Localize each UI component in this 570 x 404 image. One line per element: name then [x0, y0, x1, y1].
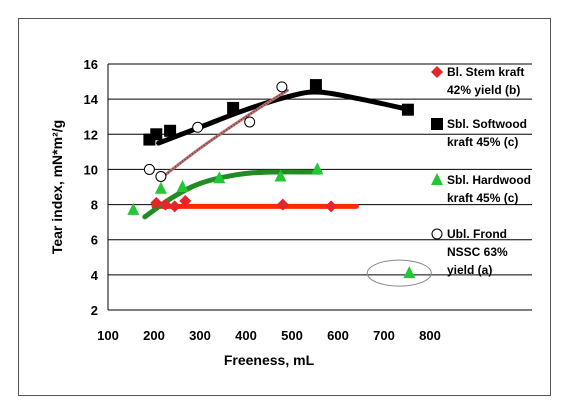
y-tick-label: 10	[84, 162, 98, 177]
data-point-series-3	[244, 116, 256, 128]
y-tick-label: 4	[91, 268, 99, 283]
data-point-series-2	[213, 171, 226, 184]
data-point-series-0	[276, 198, 289, 211]
legend-label: kraft 45% (c)	[447, 135, 518, 149]
x-axis-title: Freeness, mL	[224, 352, 315, 368]
data-point-series-2	[176, 180, 189, 192]
data-point-series-3	[143, 163, 155, 175]
data-point-series-1	[164, 124, 177, 137]
legend-marker-series-0	[431, 66, 443, 78]
x-tick-label: 200	[143, 328, 165, 343]
data-point-series-2	[127, 202, 140, 215]
x-tick-label: 300	[189, 328, 211, 343]
legend-label: Sbl. Hardwood	[447, 173, 531, 187]
y-axis-title: Tear index, mN*m²/g	[49, 120, 65, 254]
data-point-series-0	[150, 196, 163, 209]
data-point-series-0	[325, 200, 338, 213]
x-tick-label: 600	[327, 328, 349, 343]
data-point-series-2	[311, 162, 324, 175]
y-tick-label: 8	[91, 198, 98, 213]
data-point-series-1	[401, 103, 414, 116]
legend-label: NSSC 63%	[447, 245, 508, 259]
data-point-series-2	[154, 181, 167, 194]
legend-marker-series-1	[431, 118, 443, 130]
y-tick-label: 14	[84, 92, 99, 107]
x-tick-label: 800	[419, 328, 441, 343]
fit-line-dotted-series-3	[158, 89, 288, 181]
data-point-series-1	[150, 128, 163, 141]
data-point-series-1	[227, 101, 240, 114]
data-point-series-2	[274, 169, 287, 182]
fit-line-series-2	[142, 169, 323, 220]
legend-label: Ubl. Frond	[447, 227, 507, 241]
legend-marker-series-2	[431, 173, 443, 185]
y-tick-label: 16	[84, 57, 98, 72]
data-point-series-2	[403, 266, 416, 279]
y-tick-label: 6	[91, 233, 98, 248]
annotation-ellipse	[366, 259, 432, 287]
data-point-series-0	[168, 200, 181, 213]
y-tick-label: 12	[84, 127, 98, 142]
legend-label: Sbl. Softwood	[447, 117, 527, 131]
y-tick-label: 2	[91, 303, 98, 318]
x-tick-label: 400	[235, 328, 257, 343]
x-tick-label: 100	[97, 328, 119, 343]
data-point-series-1	[309, 79, 322, 92]
x-tick-label: 500	[281, 328, 303, 343]
legend-label: 42% yield (b)	[447, 83, 520, 97]
legend-marker-series-3	[431, 228, 443, 240]
data-point-series-3	[276, 81, 288, 93]
data-point-series-0	[179, 195, 192, 208]
data-point-series-3	[155, 170, 167, 182]
data-point-series-0	[159, 198, 172, 211]
legend-label: Bl. Stem kraft	[447, 65, 524, 79]
x-tick-label: 700	[373, 328, 395, 343]
data-point-series-3	[192, 121, 204, 133]
legend-label: kraft 45% (c)	[447, 191, 518, 205]
legend-label: yield (a)	[447, 263, 492, 277]
chart-frame	[18, 18, 551, 396]
